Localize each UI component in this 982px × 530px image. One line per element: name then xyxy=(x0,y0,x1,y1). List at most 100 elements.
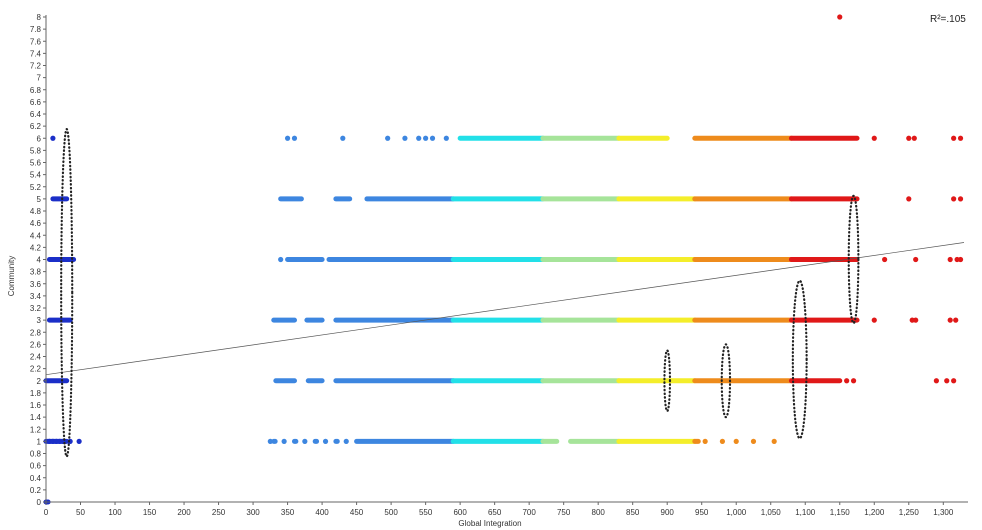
data-point xyxy=(443,135,449,141)
data-point xyxy=(871,135,877,141)
y-tick-label: 7.2 xyxy=(30,62,42,71)
r-squared-label: R²=.105 xyxy=(930,14,966,25)
y-tick-label: 2 xyxy=(37,377,42,386)
y-tick-label: 1.4 xyxy=(30,413,42,422)
y-tick-label: 5.2 xyxy=(30,183,42,192)
data-point xyxy=(837,14,843,20)
data-point xyxy=(947,317,953,323)
data-point xyxy=(844,378,850,384)
data-point xyxy=(719,438,726,444)
y-tick-label: 0.2 xyxy=(30,486,42,495)
data-point xyxy=(76,438,82,444)
x-tick-label: 1,000 xyxy=(726,508,747,517)
y-tick-label: 3.8 xyxy=(30,268,42,277)
x-tick-label: 500 xyxy=(384,508,398,517)
data-point xyxy=(882,256,888,263)
y-tick-label: 4.2 xyxy=(30,243,42,252)
data-point xyxy=(423,135,429,141)
x-tick-label: 700 xyxy=(522,508,536,517)
y-tick-label: 7 xyxy=(37,74,42,83)
data-point xyxy=(957,256,964,263)
y-tick-label: 1.6 xyxy=(30,401,42,410)
data-point xyxy=(340,135,346,141)
y-tick-label: 5 xyxy=(37,195,42,204)
x-tick-label: 600 xyxy=(453,508,467,517)
highlight-ellipse xyxy=(663,349,672,413)
x-tick-label: 1,300 xyxy=(933,508,954,517)
x-tick-label: 400 xyxy=(315,508,329,517)
data-point xyxy=(702,438,708,444)
highlight-ellipse xyxy=(60,128,74,458)
x-tick-label: 850 xyxy=(626,508,640,517)
y-tick-label: 1 xyxy=(37,437,42,446)
x-axis-title: Global Integration xyxy=(458,519,521,528)
y-tick-label: 0.6 xyxy=(30,462,42,471)
y-tick-label: 6.2 xyxy=(30,122,42,131)
data-point xyxy=(951,135,957,141)
data-point xyxy=(750,438,757,444)
y-tick-label: 1.8 xyxy=(30,389,42,398)
data-point xyxy=(291,135,298,141)
data-point xyxy=(50,135,56,141)
y-tick-label: 5.6 xyxy=(30,159,42,168)
y-tick-label: 7.6 xyxy=(30,37,42,46)
y-tick-label: 0.4 xyxy=(30,474,42,483)
x-tick-label: 250 xyxy=(212,508,226,517)
y-tick-label: 4 xyxy=(37,256,42,265)
data-point xyxy=(953,317,959,323)
y-tick-label: 0 xyxy=(37,498,42,507)
x-tick-label: 900 xyxy=(661,508,675,517)
x-tick-label: 1,200 xyxy=(864,508,885,517)
data-point xyxy=(322,438,329,444)
y-tick-label: 2.2 xyxy=(30,365,42,374)
regression-line xyxy=(45,242,965,376)
x-tick-label: 750 xyxy=(557,508,571,517)
y-tick-label: 2.8 xyxy=(30,328,42,337)
y-tick-label: 4.4 xyxy=(30,231,42,240)
regression-line-group xyxy=(45,242,965,376)
x-tick-label: 50 xyxy=(76,508,85,517)
data-point xyxy=(951,378,957,384)
x-tick-label: 350 xyxy=(281,508,295,517)
data-point xyxy=(416,135,422,141)
x-tick-label: 200 xyxy=(177,508,191,517)
data-point xyxy=(957,196,964,202)
data-point xyxy=(906,196,912,202)
data-point xyxy=(913,256,919,263)
data-point xyxy=(947,256,953,263)
y-tick-label: 6.8 xyxy=(30,86,42,95)
highlight-ellipse xyxy=(847,194,860,325)
y-tick-label: 7.8 xyxy=(30,25,42,34)
y-tick-label: 8 xyxy=(37,13,42,22)
x-tick-label: 0 xyxy=(44,508,49,517)
y-tick-label: 2.6 xyxy=(30,340,42,349)
y-tick-label: 5.4 xyxy=(30,171,42,180)
data-point xyxy=(402,135,408,141)
x-tick-label: 800 xyxy=(592,508,606,517)
data-point xyxy=(343,438,349,444)
data-point xyxy=(302,438,308,444)
data-point xyxy=(913,317,919,323)
y-tick-label: 4.8 xyxy=(30,207,42,216)
x-tick-label: 1,100 xyxy=(795,508,816,517)
x-tick-label: 1,250 xyxy=(899,508,920,517)
x-tick-label: 100 xyxy=(108,508,122,517)
y-tick-label: 3.2 xyxy=(30,304,42,313)
x-tick-label: 1,150 xyxy=(830,508,851,517)
y-tick-label: 1.2 xyxy=(30,425,42,434)
data-point xyxy=(906,135,912,141)
data-point xyxy=(771,438,777,444)
data-point xyxy=(429,135,436,141)
y-tick-label: 2.4 xyxy=(30,353,42,362)
x-tick-label: 1,050 xyxy=(761,508,782,517)
y-tick-label: 3.4 xyxy=(30,292,42,301)
data-point xyxy=(385,135,391,141)
y-tick-label: 3.6 xyxy=(30,280,42,289)
data-point xyxy=(267,438,273,444)
y-tick-label: 0.8 xyxy=(30,450,42,459)
y-tick-label: 3 xyxy=(37,316,42,325)
data-point xyxy=(733,438,739,444)
highlight-ellipse xyxy=(720,343,732,419)
x-tick-label: 650 xyxy=(488,508,502,517)
